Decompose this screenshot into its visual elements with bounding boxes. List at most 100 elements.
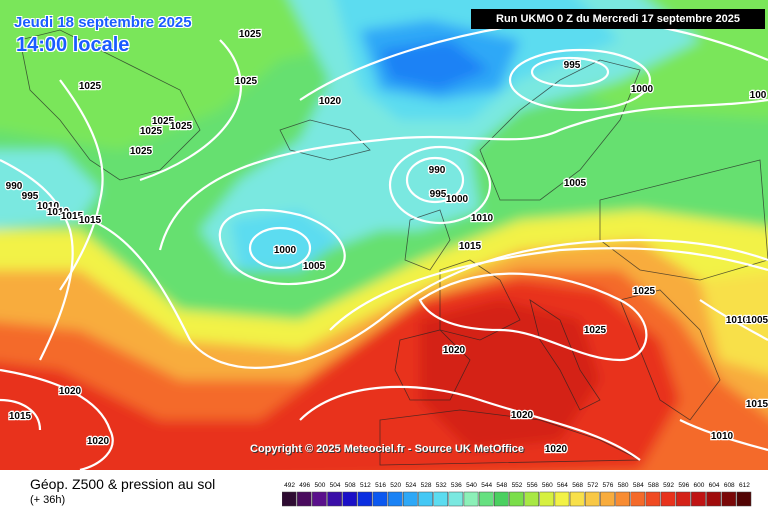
isobar-label: 1000	[631, 84, 654, 95]
isobar-label: 1005	[746, 315, 768, 326]
scale-label: 604	[709, 482, 720, 489]
scale-swatch	[463, 491, 479, 507]
scale-swatch	[524, 491, 539, 507]
scale-swatch	[509, 491, 524, 507]
scale-swatch	[312, 491, 327, 507]
forecast-time: 14:00 locale	[16, 34, 130, 56]
scale-label: 512	[360, 482, 371, 489]
scale-swatch	[736, 491, 752, 507]
isobar-label: 1000	[274, 245, 297, 256]
scale-label: 552	[512, 482, 523, 489]
scale-label: 580	[618, 482, 629, 489]
scale-label: 536	[451, 482, 462, 489]
isobar-label: 1005	[303, 261, 326, 272]
forecast-date: Jeudi 18 septembre 2025	[14, 14, 192, 31]
scale-label: 564	[557, 482, 568, 489]
run-info: Run UKMO 0 Z du Mercredi 17 septembre 20…	[471, 9, 765, 29]
scale-swatch	[403, 491, 418, 507]
scale-label: 576	[603, 482, 614, 489]
scale-label: 524	[405, 482, 416, 489]
scale-swatch	[569, 491, 585, 507]
legend-title: Géop. Z500 & pression au sol	[30, 476, 216, 492]
scale-label: 560	[542, 482, 553, 489]
isobar-label: 100	[750, 90, 767, 101]
isobar-label: 1010	[711, 431, 734, 442]
scale-label: 544	[481, 482, 492, 489]
isobar-label: 1020	[511, 410, 534, 421]
isobar-label: 990	[429, 165, 446, 176]
coastlines	[19, 29, 768, 466]
scale-label: 592	[663, 482, 674, 489]
isobar-label: 1025	[130, 146, 153, 157]
isobar-label: 995	[430, 189, 447, 200]
isobar-label: 1005	[564, 178, 587, 189]
scale-label: 540	[466, 482, 477, 489]
scale-swatch	[600, 491, 615, 507]
scale-swatch	[584, 491, 600, 507]
isobar-label: 995	[564, 60, 581, 71]
scale-swatch	[296, 491, 312, 507]
isobar-label: 1010	[471, 213, 494, 224]
isobar-label: 1025	[152, 116, 175, 127]
isobar-label: 995	[22, 191, 39, 202]
scale-swatch	[327, 491, 342, 507]
isobar-lines	[0, 18, 768, 470]
isobar-label: 1025	[235, 76, 258, 87]
isobar-label: 1015	[746, 399, 768, 410]
isobar-label: 1025	[170, 121, 193, 132]
scale-swatch	[433, 491, 449, 507]
isobar-label: 1025	[633, 286, 656, 297]
scale-swatch	[478, 491, 494, 507]
isobar-label: 1010	[47, 207, 70, 218]
scale-swatch	[615, 491, 630, 507]
isobar-label: 1020	[545, 444, 568, 455]
legend-subtitle: (+ 36h)	[30, 494, 66, 506]
scale-label: 504	[330, 482, 341, 489]
isobar-label: 1020	[59, 386, 82, 397]
scale-label: 572	[587, 482, 598, 489]
scale-label: 532	[436, 482, 447, 489]
color-scale: 492 496 500 504 508 512 516 520 524 528 532 536 540 5…	[282, 482, 752, 507]
scale-swatch	[387, 491, 403, 507]
scale-swatch	[706, 491, 721, 507]
isobar-label: 1015	[79, 215, 102, 226]
isobar-label: 1015	[459, 241, 482, 252]
scale-swatch	[418, 491, 433, 507]
isobar-label: 1020	[319, 96, 342, 107]
scale-label: 556	[527, 482, 538, 489]
scale-label: 596	[678, 482, 689, 489]
scale-swatch	[342, 491, 358, 507]
scale-swatch	[448, 491, 464, 507]
scale-swatch	[494, 491, 509, 507]
isobar-label: 1025	[584, 325, 607, 336]
isobar-label: 1010	[726, 315, 749, 326]
scale-label: 496	[299, 482, 310, 489]
isobar-label: 1015	[61, 211, 84, 222]
scale-swatch	[660, 491, 676, 507]
scale-label: 516	[375, 482, 386, 489]
isobar-label: 1025	[239, 29, 262, 40]
scale-label: 568	[572, 482, 583, 489]
scale-label: 500	[314, 482, 325, 489]
copyright: Copyright © 2025 Meteociel.fr - Source U…	[250, 443, 524, 455]
isobar-label: 1010	[37, 201, 60, 212]
scale-swatch	[630, 491, 646, 507]
scale-swatch	[721, 491, 737, 507]
scale-label: 612	[739, 482, 750, 489]
scale-swatch	[675, 491, 691, 507]
scale-label: 608	[724, 482, 735, 489]
scale-swatch	[372, 491, 388, 507]
scale-swatch	[645, 491, 661, 507]
isobar-label: 1015	[9, 411, 32, 422]
scale-swatch	[691, 491, 706, 507]
scale-label: 528	[421, 482, 432, 489]
isobar-label: 1025	[79, 81, 102, 92]
isobar-label: 1020	[87, 436, 110, 447]
scale-label: 600	[694, 482, 705, 489]
scale-swatch	[357, 491, 373, 507]
scale-label: 588	[648, 482, 659, 489]
scale-label: 508	[345, 482, 356, 489]
scale-swatch	[539, 491, 555, 507]
